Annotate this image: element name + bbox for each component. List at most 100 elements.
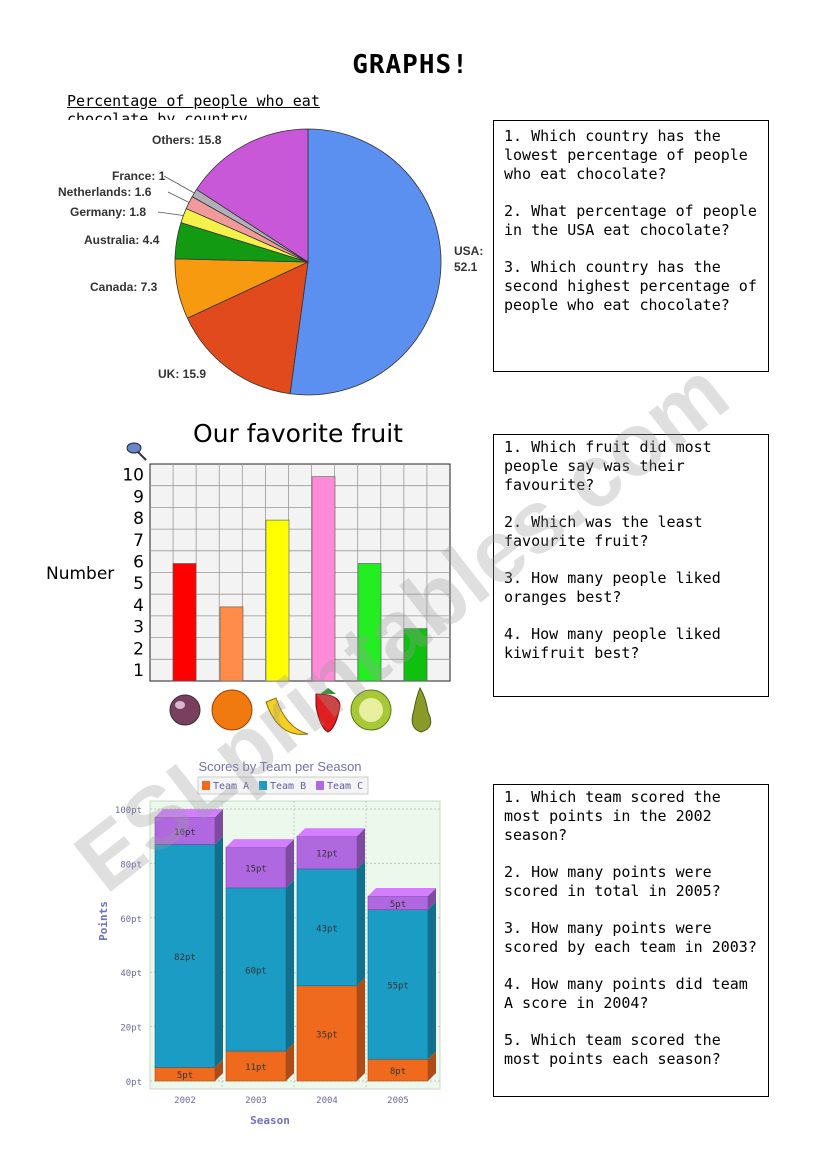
y-tick-label: 5: [133, 574, 144, 594]
y-tick-label: 4: [133, 596, 144, 616]
x-tick-label: 2004: [316, 1096, 338, 1106]
data-label: 10pt: [174, 828, 196, 838]
pie-label: Others: 15.8: [152, 133, 222, 147]
question-text: 1. Which country has the lowest percenta…: [504, 127, 748, 183]
pie-leader-line: [163, 175, 195, 194]
y-tick-label: 10: [122, 466, 144, 486]
strawberry-icon: [315, 693, 341, 733]
question-text: 4. How many points did team A score in 2…: [504, 975, 748, 1012]
y-tick-label: 60pt: [120, 915, 142, 925]
bar-segment-team-a: [296, 985, 358, 1082]
fruit-chart-title: Our favorite fruit: [193, 419, 403, 448]
data-label: 15pt: [245, 864, 267, 874]
legend-swatch-team-b: [259, 781, 267, 790]
pie-chart: USA: 52.1 UK: 15.9 Canada: 7.3 Australia: 4.…: [58, 128, 483, 396]
bar-segment-side: [215, 809, 223, 845]
x-tick-label: 2005: [387, 1096, 409, 1106]
data-label: 5pt: [390, 900, 406, 910]
legend-label: Team A: [213, 781, 249, 792]
bar-segment-side: [428, 1051, 436, 1081]
question-text: 2. What percentage of people in the USA …: [504, 202, 757, 239]
page-title: GRAPHS!: [352, 50, 469, 80]
data-label: 82pt: [174, 953, 196, 963]
fruit-bar-strawberry: [311, 476, 336, 682]
plum-icon: [175, 701, 185, 709]
pie-slice-uk: [186, 261, 309, 395]
pear-icon: [411, 686, 432, 733]
bar-segment-side: [428, 901, 436, 1060]
y-tick-label: 7: [133, 531, 144, 551]
questions-box-pie: 1. Which country has the lowest percenta…: [493, 120, 769, 372]
bar-segment-team-b: [225, 887, 287, 1052]
y-tick-label: 6: [133, 553, 144, 573]
y-tick-label: 20pt: [120, 1024, 142, 1034]
y-tick-label: 0pt: [126, 1078, 142, 1088]
y-tick-label: 80pt: [120, 860, 142, 870]
question-text: 3. Which country has the second highest …: [504, 258, 757, 314]
pie-label: UK: 15.9: [158, 367, 206, 381]
orange-icon: [211, 689, 253, 731]
pie-leader-line: [157, 211, 184, 216]
pie-slice-usa: [289, 128, 442, 396]
pie-caption-line-2: chocolate by country: [67, 110, 248, 120]
data-label: 11pt: [245, 1063, 267, 1073]
data-label: 43pt: [316, 924, 338, 934]
pie-label: France: 1: [112, 169, 166, 183]
bar-segment-top: [297, 828, 365, 837]
pie-label: Australia: 4.4: [84, 233, 160, 247]
pie-label: 52.1: [454, 260, 478, 274]
x-axis-label: Season: [250, 1114, 290, 1127]
x-tick-label: 2003: [245, 1096, 267, 1106]
bar-segment-side: [286, 879, 294, 1052]
data-label: 5pt: [177, 1071, 193, 1081]
bar-segment-side: [215, 836, 223, 1068]
bar-segment-team-b: [367, 909, 429, 1060]
bar-segment-team-c: [154, 816, 216, 845]
y-tick-label: 3: [133, 618, 144, 638]
x-tick-label: 2002: [174, 1096, 196, 1106]
pie-slice-others: [195, 128, 309, 263]
bar-segment-team-b: [154, 844, 216, 1068]
data-label: 35pt: [316, 1030, 338, 1040]
y-tick-label: 1: [133, 661, 144, 681]
y-axis-label: Points: [97, 901, 110, 941]
bar-segment-team-c: [225, 846, 287, 889]
question-text: 2. Which was the least favourite fruit?: [504, 513, 703, 550]
pie-leader-line: [167, 191, 190, 203]
legend-swatch-team-a: [202, 781, 210, 790]
data-label: 55pt: [387, 981, 409, 991]
pie-label: Germany: 1.8: [70, 205, 146, 219]
question-text: 2. How many points were scored in total …: [504, 863, 721, 900]
bar-segment-side: [215, 1059, 223, 1081]
scores-chart-title: Scores by Team per Season: [198, 759, 361, 774]
pie-label: USA:: [454, 244, 483, 258]
fruit-bar-kiwifruit: [357, 563, 382, 682]
bar-segment-side: [428, 888, 436, 910]
bar-segment-top: [226, 839, 294, 848]
question-text: 1. Which team scored the most points in …: [504, 788, 721, 844]
pie-label: Canada: 7.3: [90, 280, 158, 294]
bar-segment-side: [286, 839, 294, 888]
fruit-bar-orange: [219, 606, 244, 682]
bar-segment-side: [357, 828, 365, 869]
question-text: 3. How many people liked oranges best?: [504, 569, 721, 606]
y-tick-label: 8: [133, 509, 144, 529]
questions-box-fruit: 1. Which fruit did most people say was t…: [493, 434, 769, 697]
y-tick-label: 2: [133, 639, 144, 659]
fruit-bar-plum: [172, 563, 197, 682]
legend-label: Team C: [327, 781, 363, 792]
bar-segment-team-a: [225, 1050, 287, 1082]
pie-label: Netherlands: 1.6: [58, 185, 152, 199]
data-label: 12pt: [316, 850, 338, 860]
kiwifruit-icon: [359, 698, 383, 722]
pin-icon: [126, 442, 142, 454]
plum-icon: [169, 694, 201, 726]
data-label: 60pt: [245, 966, 267, 976]
y-tick-label: 9: [133, 487, 144, 507]
question-text: 1. Which fruit did most people say was t…: [504, 438, 712, 494]
bar-segment-side: [286, 1043, 294, 1081]
question-text: 5. Which team scored the most points eac…: [504, 1031, 721, 1068]
bar-segment-side: [357, 977, 365, 1081]
fruit-bar-pear: [403, 628, 428, 682]
